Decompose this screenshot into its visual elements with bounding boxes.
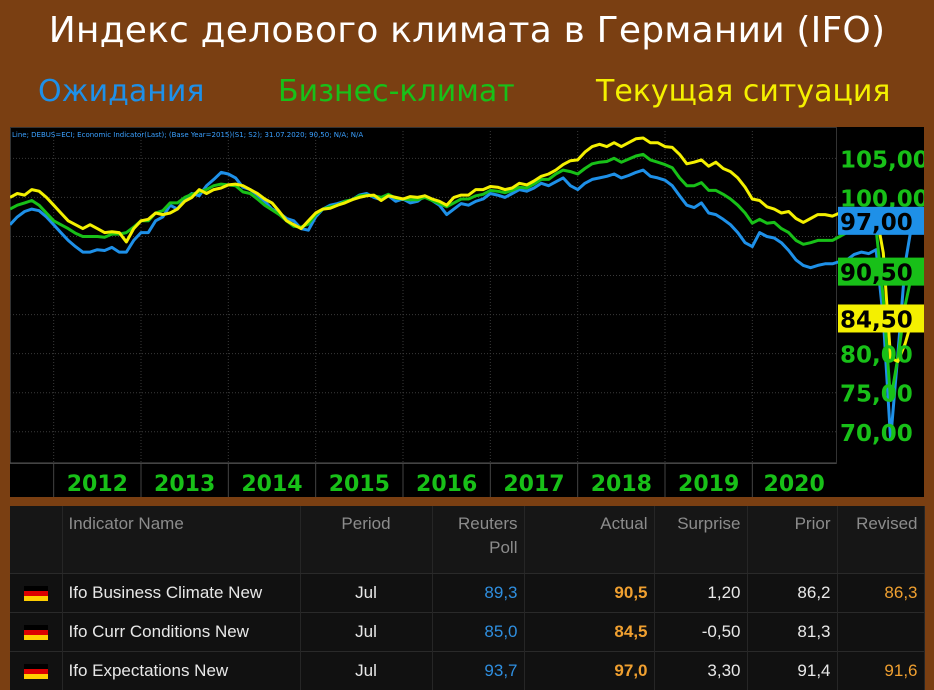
- reuters-poll: 93,7: [432, 652, 524, 690]
- revised: [837, 613, 924, 652]
- last-value-label: 84,50: [840, 307, 913, 333]
- reuters-poll: 85,0: [432, 613, 524, 652]
- series-line-1: [10, 154, 912, 400]
- header-actual[interactable]: Actual: [524, 506, 654, 574]
- chart-info-text: Line; DEBUS=ECI; Economic Indicator(Last…: [12, 131, 363, 139]
- surprise: -0,50: [654, 613, 747, 652]
- x-tick-label: 2019: [678, 472, 739, 497]
- header-prior[interactable]: Prior: [747, 506, 837, 574]
- plot-frame: [11, 128, 837, 464]
- indicator-table: Indicator Name Period Reuters Poll Actua…: [10, 506, 925, 690]
- series-line-2: [10, 138, 912, 361]
- period: Jul: [300, 652, 432, 690]
- x-tick-label: 2015: [329, 472, 390, 497]
- last-value-label: 90,50: [840, 261, 913, 287]
- last-value-label: 97,00: [840, 210, 913, 236]
- revised: 91,6: [837, 652, 924, 690]
- chart-title: Индекс делового климата в Германии (IFO): [0, 10, 934, 51]
- flag-stripe-gold: [24, 635, 48, 640]
- germany-flag-icon: [10, 652, 62, 690]
- reuters-poll: 89,3: [432, 574, 524, 613]
- flag-stripe-gold: [24, 596, 48, 601]
- prior: 81,3: [747, 613, 837, 652]
- y-tick-label: 70,00: [840, 421, 913, 447]
- header-period[interactable]: Period: [300, 506, 432, 574]
- revised: 86,3: [837, 574, 924, 613]
- header-reuters-poll[interactable]: Reuters Poll: [432, 506, 524, 574]
- header-flag: [10, 506, 62, 574]
- y-tick-label: 105,00: [840, 147, 924, 173]
- x-tick-label: 2016: [416, 472, 477, 497]
- x-tick-label: 2020: [764, 472, 825, 497]
- y-tick-label: 75,00: [840, 382, 913, 408]
- x-tick-label: 2012: [67, 472, 128, 497]
- legend-expectations: Ожидания: [38, 74, 204, 109]
- actual: 90,5: [524, 574, 654, 613]
- table-row[interactable]: Ifo Curr Conditions New Jul 85,0 84,5 -0…: [10, 613, 924, 652]
- y-tick-label: 80,00: [840, 343, 913, 369]
- x-tick-label: 2014: [241, 472, 302, 497]
- surprise: 1,20: [654, 574, 747, 613]
- line-chart: Line; DEBUS=ECI; Economic Indicator(Last…: [10, 127, 924, 497]
- surprise: 3,30: [654, 652, 747, 690]
- germany-flag-icon: [10, 613, 62, 652]
- actual: 84,5: [524, 613, 654, 652]
- header-revised[interactable]: Revised: [837, 506, 924, 574]
- indicator-name: Ifo Expectations New: [62, 652, 300, 690]
- header-surprise[interactable]: Surprise: [654, 506, 747, 574]
- actual: 97,0: [524, 652, 654, 690]
- legend-business-climate: Бизнес-климат: [278, 74, 515, 109]
- flag-stripe-gold: [24, 674, 48, 679]
- table-row[interactable]: Ifo Expectations New Jul 93,7 97,0 3,30 …: [10, 652, 924, 690]
- chart-panel: Line; DEBUS=ECI; Economic Indicator(Last…: [10, 127, 924, 497]
- indicator-name: Ifo Curr Conditions New: [62, 613, 300, 652]
- x-tick-label: 2013: [154, 472, 215, 497]
- x-tick-label: 2018: [591, 472, 652, 497]
- prior: 86,2: [747, 574, 837, 613]
- indicator-name: Ifo Business Climate New: [62, 574, 300, 613]
- period: Jul: [300, 613, 432, 652]
- indicator-table-panel: Indicator Name Period Reuters Poll Actua…: [10, 506, 924, 682]
- legend-current-situation: Текущая ситуация: [596, 74, 890, 109]
- table-header-row: Indicator Name Period Reuters Poll Actua…: [10, 506, 924, 574]
- period: Jul: [300, 574, 432, 613]
- x-tick-label: 2017: [503, 472, 564, 497]
- prior: 91,4: [747, 652, 837, 690]
- germany-flag-icon: [10, 574, 62, 613]
- header-indicator-name[interactable]: Indicator Name: [62, 506, 300, 574]
- table-row[interactable]: Ifo Business Climate New Jul 89,3 90,5 1…: [10, 574, 924, 613]
